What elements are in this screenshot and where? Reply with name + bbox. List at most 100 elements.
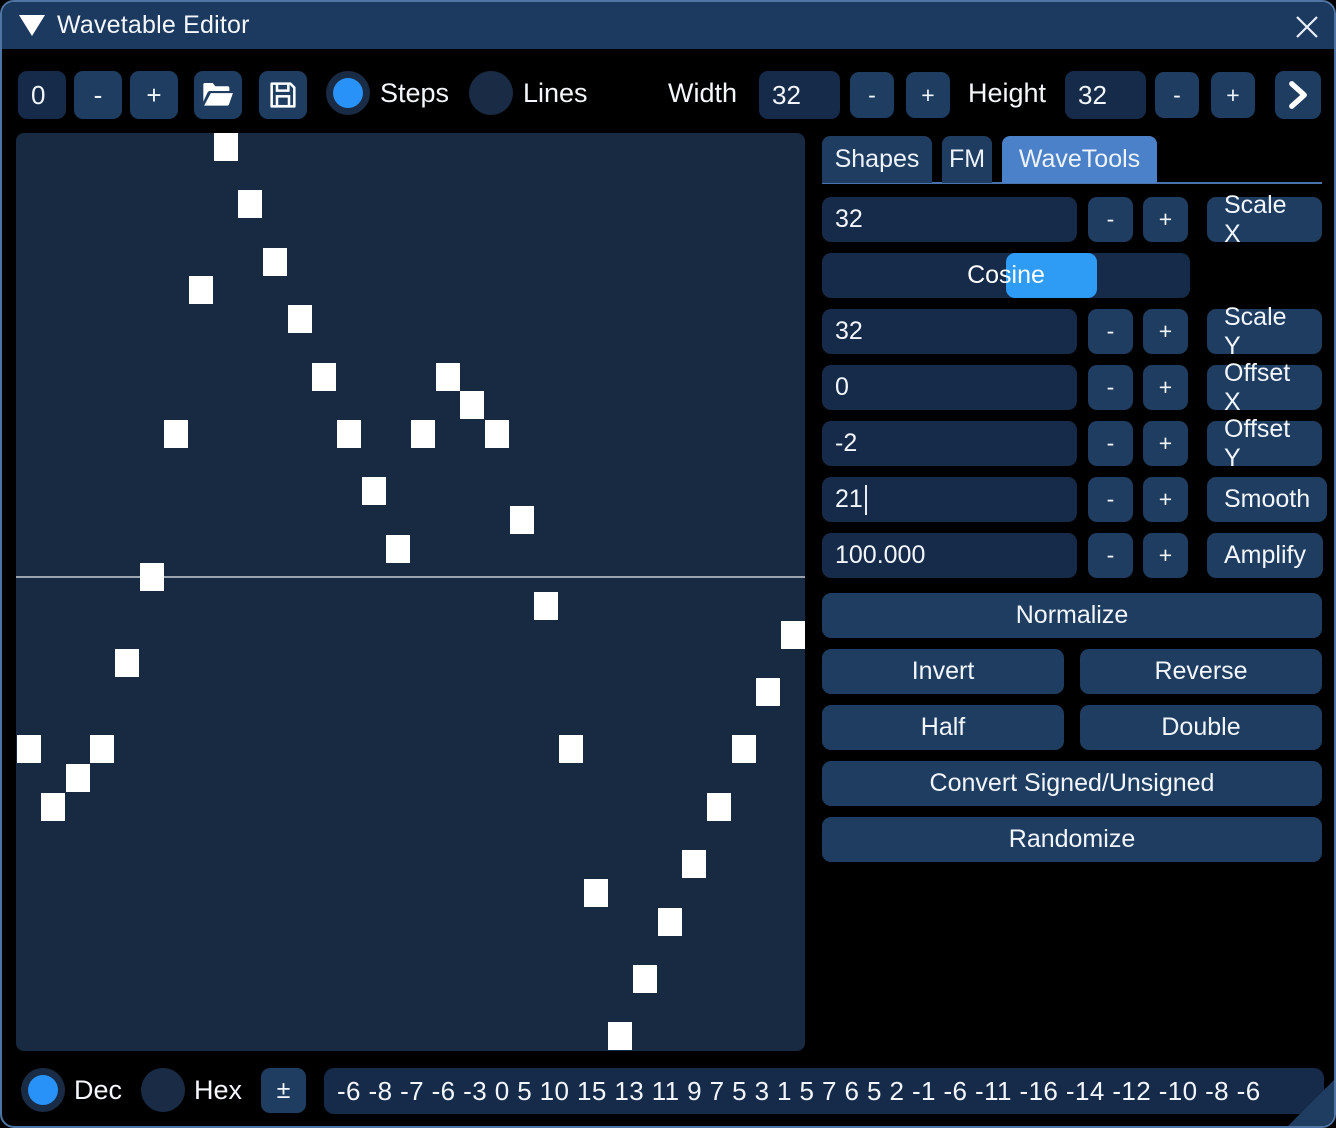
wavetools-panel: Shapes FM WaveTools 32 - + Scale X Cosin… [822, 2, 1328, 1126]
wave-values-input[interactable]: -6 -8 -7 -6 -3 0 5 10 15 13 11 9 7 5 3 1… [324, 1068, 1324, 1114]
wave-step[interactable] [16, 735, 41, 764]
steps-radio-label: Steps [380, 78, 450, 108]
wave-step[interactable] [287, 305, 312, 334]
offset-x-plus-button[interactable]: + [1143, 365, 1188, 410]
more-options-button[interactable] [1275, 71, 1321, 119]
wave-display[interactable] [16, 133, 805, 1051]
wave-step[interactable] [583, 878, 608, 907]
scale-x-input[interactable]: 32 [822, 197, 1077, 242]
height-minus-button[interactable]: - [1155, 72, 1199, 118]
smooth-plus-button[interactable]: + [1143, 477, 1188, 522]
wave-step[interactable] [756, 678, 781, 707]
wave-step[interactable] [509, 505, 534, 534]
smooth-button[interactable]: Smooth [1207, 477, 1328, 522]
slider-grab[interactable] [1006, 253, 1097, 298]
close-button[interactable] [1290, 10, 1324, 44]
wave-step[interactable] [189, 276, 214, 305]
invert-button[interactable]: Invert [822, 649, 1064, 694]
resize-grip[interactable] [1288, 1080, 1334, 1126]
offset-y-button[interactable]: Offset Y [1207, 415, 1322, 472]
height-input[interactable]: 32 [1065, 71, 1146, 119]
wave-step[interactable] [65, 764, 90, 793]
offset-x-button[interactable]: Offset X [1207, 359, 1322, 416]
amplify-input[interactable]: 100.000 [822, 533, 1077, 578]
wave-step[interactable] [534, 592, 559, 620]
lines-radio[interactable] [469, 71, 513, 115]
half-button[interactable]: Half [822, 705, 1064, 750]
wave-step[interactable] [90, 735, 115, 764]
offset-y-minus-button[interactable]: - [1088, 421, 1133, 466]
scale-y-input[interactable]: 32 [822, 309, 1077, 354]
wave-step[interactable] [238, 190, 263, 219]
wave-step[interactable] [608, 1022, 633, 1051]
reverse-button[interactable]: Reverse [1080, 649, 1322, 694]
wave-step[interactable] [41, 792, 66, 821]
wave-next-button[interactable]: + [130, 71, 178, 119]
wave-step[interactable] [657, 907, 682, 936]
amplify-minus-button[interactable]: - [1088, 533, 1133, 578]
titlebar[interactable]: Wavetable Editor [2, 2, 1334, 49]
wave-step[interactable] [164, 419, 189, 448]
normalize-button[interactable]: Normalize [822, 593, 1322, 638]
wave-index-input[interactable]: 0 [18, 71, 66, 119]
offset-y-input[interactable]: -2 [822, 421, 1077, 466]
smooth-minus-button[interactable]: - [1088, 477, 1133, 522]
wave-step[interactable] [435, 362, 460, 391]
dec-radio[interactable] [21, 1068, 65, 1112]
wave-step[interactable] [484, 419, 509, 448]
steps-radio[interactable] [326, 71, 370, 115]
width-minus-button[interactable]: - [850, 72, 894, 118]
wave-step[interactable] [411, 419, 435, 448]
width-input[interactable]: 32 [759, 71, 840, 119]
tab-wavetools[interactable]: WaveTools [1002, 136, 1157, 183]
wave-step[interactable] [682, 850, 707, 879]
signed-toggle-button[interactable]: ± [261, 1068, 306, 1113]
smooth-input[interactable]: 21 [822, 477, 1077, 522]
amplify-button[interactable]: Amplify [1207, 533, 1323, 578]
offset-y-plus-button[interactable]: + [1143, 421, 1188, 466]
amplify-plus-button[interactable]: + [1143, 533, 1188, 578]
tab-shapes[interactable]: Shapes [822, 136, 932, 183]
interpolation-slider-label: Cosine [967, 261, 1045, 289]
scale-x-button[interactable]: Scale X [1207, 191, 1322, 248]
wave-step[interactable] [731, 735, 756, 764]
wave-step[interactable] [780, 620, 805, 649]
wave-step[interactable] [213, 133, 238, 161]
wave-step[interactable] [337, 419, 362, 448]
wave-values-text: -6 -8 -7 -6 -3 0 5 10 15 13 11 9 7 5 3 1… [337, 1075, 1261, 1106]
convert-signed-unsigned-button[interactable]: Convert Signed/Unsigned [822, 761, 1322, 806]
wave-step[interactable] [361, 477, 386, 506]
wave-step[interactable] [558, 735, 583, 764]
dec-radio-label: Dec [74, 1075, 123, 1105]
randomize-button[interactable]: Randomize [822, 817, 1322, 862]
height-plus-button[interactable]: + [1211, 72, 1255, 118]
open-button[interactable] [194, 71, 242, 119]
wave-step[interactable] [706, 792, 731, 821]
scale-y-button[interactable]: Scale Y [1207, 303, 1322, 360]
collapse-triangle-icon[interactable] [19, 15, 45, 36]
scale-x-plus-button[interactable]: + [1143, 197, 1188, 242]
wave-step[interactable] [263, 247, 288, 276]
scale-y-value: 32 [835, 317, 863, 345]
wave-step[interactable] [115, 649, 140, 678]
scale-y-plus-button[interactable]: + [1143, 309, 1188, 354]
offset-x-value: 0 [835, 373, 849, 401]
hex-radio[interactable] [141, 1068, 185, 1112]
save-button[interactable] [259, 71, 307, 119]
chevron-right-icon [1289, 81, 1307, 109]
wave-step[interactable] [386, 534, 411, 563]
wave-step[interactable] [632, 964, 657, 993]
double-button[interactable]: Double [1080, 705, 1322, 750]
width-plus-button[interactable]: + [906, 72, 950, 118]
interpolation-slider[interactable]: Cosine [822, 253, 1190, 298]
offset-x-input[interactable]: 0 [822, 365, 1077, 410]
wave-prev-button[interactable]: - [74, 71, 122, 119]
scale-y-minus-button[interactable]: - [1088, 309, 1133, 354]
scale-x-minus-button[interactable]: - [1088, 197, 1133, 242]
width-label: Width [668, 78, 738, 108]
offset-x-minus-button[interactable]: - [1088, 365, 1133, 410]
wave-step[interactable] [312, 362, 337, 391]
wave-step[interactable] [139, 563, 164, 592]
tab-fm[interactable]: FM [942, 136, 992, 183]
wave-step[interactable] [460, 391, 485, 420]
